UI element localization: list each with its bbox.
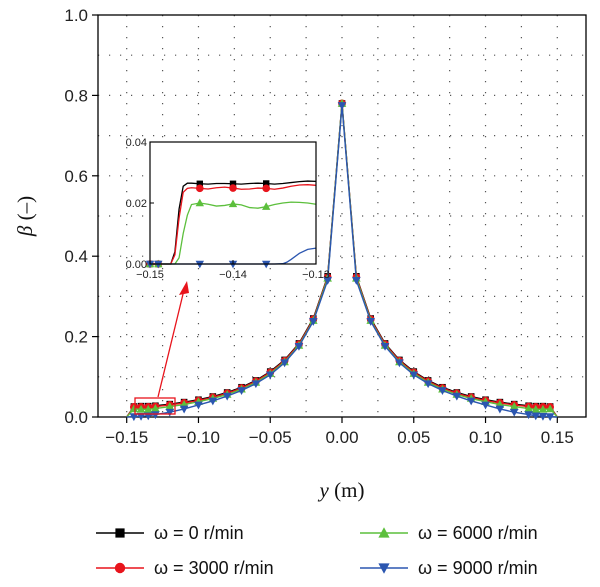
main-ticks: −0.15 −0.10 −0.05 0.00 0.05 0.10 0.15 0.0 0.2 0.4… <box>64 6 573 447</box>
data-point <box>352 277 361 285</box>
legend-label: ω = 3000 r/min <box>154 558 274 578</box>
data-point <box>452 392 462 401</box>
main-series <box>126 98 558 422</box>
legend-label: ω = 0 r/min <box>154 523 244 543</box>
inset-y-tick-label: 0.02 <box>126 198 147 210</box>
x-axis-title: y (m) <box>318 478 365 502</box>
main-grid <box>98 15 586 417</box>
data-point <box>294 342 304 351</box>
series-3 <box>126 102 558 422</box>
x-tick-label: 0.05 <box>397 428 430 447</box>
y-tick-label: 0.6 <box>64 167 88 186</box>
data-point <box>280 359 289 368</box>
data-point <box>179 405 189 414</box>
data-point <box>438 387 447 395</box>
legend-entry-2: ω = 6000 r/min <box>360 523 538 543</box>
data-point <box>538 412 548 421</box>
inset-data-point <box>196 180 203 187</box>
data-point <box>194 401 203 410</box>
x-tick-label: −0.10 <box>177 428 220 447</box>
data-point <box>509 408 519 417</box>
zoom-region-box <box>134 397 176 415</box>
y-axis-symbol: β <box>13 225 37 237</box>
x-tick-label: 0.10 <box>469 428 502 447</box>
data-point <box>237 387 246 395</box>
inset-data-point <box>263 180 270 187</box>
data-point <box>395 359 404 368</box>
legend-marker <box>378 527 390 538</box>
inset-x-tick-label: −0.15 <box>136 269 164 281</box>
data-point <box>323 277 332 285</box>
data-point <box>531 412 541 421</box>
inset-data-point <box>195 198 204 207</box>
data-point <box>165 408 175 417</box>
data-point <box>151 404 160 412</box>
inset-data-point <box>196 184 204 193</box>
data-point <box>538 404 548 413</box>
data-point <box>136 412 146 421</box>
legend-marker <box>115 528 125 538</box>
legend-marker <box>378 563 390 574</box>
data-point <box>151 411 160 420</box>
data-point <box>380 342 390 351</box>
x-axis-unit: (m) <box>329 478 365 502</box>
data-point <box>366 318 376 326</box>
y-axis-title: β (–) <box>13 196 37 237</box>
data-point <box>251 380 261 389</box>
data-point <box>531 404 541 413</box>
y-tick-label: 0.2 <box>64 328 88 347</box>
legend: ω = 0 r/min ω = 6000 r/min ω = 3000 r/min ω… <box>96 523 538 578</box>
data-point <box>545 404 555 413</box>
data-point <box>265 371 275 380</box>
zoom-arrow-head <box>179 281 189 295</box>
inset-data-point <box>262 184 271 193</box>
data-point <box>143 404 153 413</box>
legend-entry-0: ω = 0 r/min <box>96 523 244 543</box>
data-point <box>509 402 519 410</box>
data-point <box>423 380 433 389</box>
data-point <box>466 397 476 406</box>
legend-entry-3: ω = 9000 r/min <box>360 558 538 578</box>
data-point <box>129 413 139 422</box>
data-point <box>129 404 139 413</box>
x-tick-label: −0.15 <box>105 428 148 447</box>
y-tick-label: 0.4 <box>64 247 88 266</box>
inset-ticks: −0.15 −0.14 −0.13 0.00 0.02 0.04 <box>126 137 330 281</box>
data-point <box>136 404 146 413</box>
inset-y-tick-label: 0.04 <box>126 137 147 149</box>
x-tick-label: 0.00 <box>325 428 358 447</box>
legend-entry-1: ω = 3000 r/min <box>96 558 274 578</box>
inset-x-tick-label: −0.13 <box>302 269 330 281</box>
inset-x-tick-label: −0.14 <box>219 269 247 281</box>
legend-marker <box>114 562 126 574</box>
data-point <box>222 392 232 401</box>
inset-data-point <box>262 202 271 210</box>
data-point <box>337 102 347 110</box>
data-point <box>495 405 505 414</box>
data-point <box>545 413 555 422</box>
y-tick-label: 1.0 <box>64 6 88 25</box>
x-tick-label: −0.05 <box>249 428 292 447</box>
data-point <box>308 318 318 326</box>
y-axis-unit: (–) <box>13 196 37 226</box>
zoom-arrow-line <box>157 289 185 398</box>
data-point <box>524 411 533 420</box>
data-point <box>481 401 490 410</box>
x-axis-symbol: y <box>318 478 330 502</box>
inset-y-tick-label: 0.00 <box>126 259 147 271</box>
data-point <box>524 404 533 412</box>
legend-label: ω = 9000 r/min <box>418 558 538 578</box>
inset-data-point <box>228 199 238 208</box>
y-tick-label: 0.0 <box>64 408 88 427</box>
data-point <box>409 371 419 380</box>
legend-label: ω = 6000 r/min <box>418 523 538 543</box>
y-tick-label: 0.8 <box>64 86 88 105</box>
data-point <box>165 402 175 410</box>
x-tick-label: 0.15 <box>541 428 574 447</box>
inset-data-point <box>229 180 237 187</box>
data-point <box>208 397 218 406</box>
inset-data-point <box>229 184 237 192</box>
